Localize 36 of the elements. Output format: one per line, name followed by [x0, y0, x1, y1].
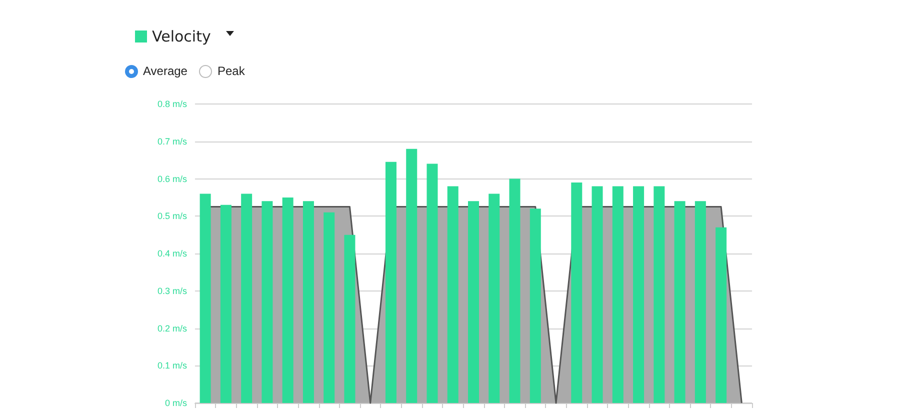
bar: [468, 201, 479, 403]
bar: [406, 148, 418, 403]
bar: [612, 186, 624, 403]
bar: [262, 201, 273, 403]
text: Average: [143, 64, 188, 78]
bar: [344, 234, 356, 403]
bar: [200, 194, 211, 403]
text: Peak: [217, 64, 245, 78]
bar: [674, 201, 686, 403]
y-tick-label: 0 m/s: [164, 398, 188, 408]
bar: [447, 186, 458, 403]
bar: [633, 186, 644, 403]
bar: [426, 164, 438, 403]
y-tick-label: 0.2 m/s: [157, 323, 188, 334]
bar: [509, 178, 520, 403]
bar: [592, 186, 603, 403]
bar: [530, 208, 541, 403]
bar: [385, 162, 396, 403]
y-tick-label: 0.6 m/s: [157, 174, 188, 184]
legend-label: Velocity: [152, 28, 211, 46]
bar: [654, 186, 665, 403]
bar: [716, 227, 727, 403]
bar: [488, 194, 500, 403]
y-tick-label: 0.8 m/s: [157, 99, 188, 109]
bar: [324, 212, 335, 403]
bar: [220, 204, 232, 403]
y-tick-label: 0.5 m/s: [157, 211, 188, 222]
bar: [571, 182, 582, 403]
bar: [241, 194, 252, 403]
y-tick-label: 0.1 m/s: [157, 360, 188, 371]
y-tick-label: 0.3 m/s: [157, 286, 188, 296]
y-tick-label: 0.7 m/s: [157, 136, 188, 146]
bar: [282, 197, 294, 403]
bar: [694, 201, 706, 403]
y-tick-label: 0.4 m/s: [157, 248, 188, 258]
bar: [302, 201, 314, 403]
